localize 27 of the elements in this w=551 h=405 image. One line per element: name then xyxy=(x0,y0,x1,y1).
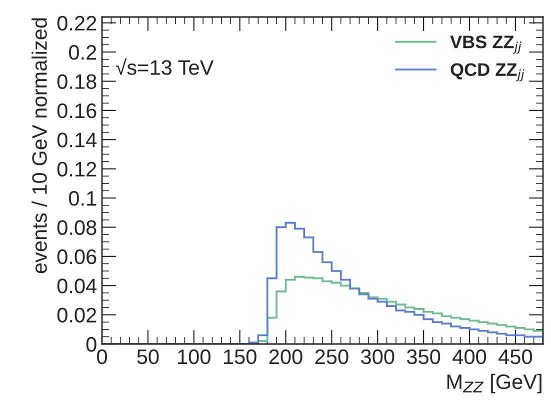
y-tick-label: 0.12 xyxy=(57,162,96,177)
x-axis-title: M$_{ZZ}$ [GeV] xyxy=(447,374,542,394)
x-tick-label: 100 xyxy=(178,349,210,364)
y-axis-title: events / 10 GeV normalized xyxy=(32,18,47,274)
x-tick-label: 300 xyxy=(361,349,394,364)
annotation: √s=13 TeV xyxy=(116,58,214,75)
y-tick-label: 0.08 xyxy=(57,220,96,235)
y-tick-label: 0.22 xyxy=(57,16,96,31)
x-tick-label: 200 xyxy=(269,349,302,364)
y-tick-label: 0.04 xyxy=(57,278,97,294)
y-tick-label: 0.18 xyxy=(57,74,96,89)
y-tick-label: 0.16 xyxy=(57,103,96,118)
y-tick-label: 0.14 xyxy=(57,132,97,148)
x-tick-label: 250 xyxy=(315,349,348,364)
y-tick-label: 0.06 xyxy=(57,249,96,264)
x-tick-label: 150 xyxy=(224,349,256,364)
legend-label: QCD ZZ$_{jj}$ xyxy=(450,63,524,82)
x-tick-label: 450 xyxy=(498,349,532,364)
y-tick-label: 0 xyxy=(86,337,96,352)
y-tick-label: 0.1 xyxy=(68,191,96,206)
x-tick-label: 350 xyxy=(406,349,440,364)
x-tick-label: 50 xyxy=(137,349,159,364)
x-tick-label: 0 xyxy=(97,349,107,364)
y-tick-label: 0.2 xyxy=(68,45,96,60)
legend-label: VBS ZZ$_{jj}$ xyxy=(450,36,522,54)
y-tick-label: 0.02 xyxy=(57,308,96,323)
x-tick-label: 400 xyxy=(452,349,486,364)
